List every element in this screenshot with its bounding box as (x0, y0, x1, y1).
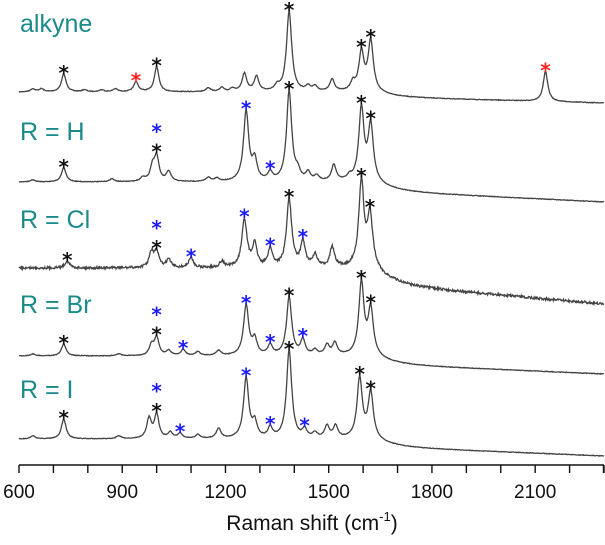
spectrum-label: R = Br (20, 291, 92, 319)
peak-marker-asterisk: * (365, 195, 376, 219)
x-axis-label: Raman shift (cm-1) (226, 509, 397, 535)
peak-marker-asterisk: * (151, 140, 162, 164)
spectrum-label: R = H (20, 118, 85, 146)
x-tick-label: 2100 (514, 482, 556, 503)
peak-marker-asterisk: * (284, 283, 295, 307)
peak-marker-asterisk: * (365, 376, 376, 400)
spectrum-line (18, 173, 605, 307)
peak-marker-asterisk: * (151, 54, 162, 78)
spectrum-line (18, 89, 605, 203)
peak-marker-asterisk: * (365, 25, 376, 49)
peak-marker-asterisk: * (151, 236, 162, 260)
peak-marker-asterisk: * (540, 58, 551, 82)
peak-marker-asterisk: * (151, 399, 162, 423)
peak-marker-asterisk: * (284, 337, 295, 361)
peak-marker-asterisk: * (59, 155, 70, 179)
x-tick-label: 1200 (204, 482, 246, 503)
peak-marker-asterisk: * (298, 324, 309, 348)
x-tick-label: 900 (106, 482, 138, 503)
x-tick-label: 1500 (308, 482, 350, 503)
peak-marker-asterisk: * (265, 157, 276, 181)
peak-marker-asterisk: * (241, 291, 252, 315)
peak-marker-asterisk: * (284, 185, 295, 209)
peak-marker-asterisk: * (265, 233, 276, 257)
peak-marker-asterisk: * (365, 106, 376, 130)
x-tick-label: 1800 (411, 482, 453, 503)
peak-marker-asterisk: * (284, 0, 295, 22)
peak-marker-asterisk: * (151, 322, 162, 346)
peak-marker-asterisk: * (241, 96, 252, 120)
spectrum-label: alkyne (20, 10, 92, 38)
peak-marker-asterisk: * (59, 331, 70, 355)
spectrum-1: R = H******** (18, 77, 605, 203)
peak-marker-asterisk: * (365, 291, 376, 315)
peak-marker-asterisk: * (62, 248, 73, 272)
peak-marker-asterisk: * (178, 336, 189, 360)
peak-marker-asterisk: * (151, 120, 162, 144)
peak-marker-asterisk: * (151, 216, 162, 240)
peak-marker-asterisk: * (151, 302, 162, 326)
peak-marker-asterisk: * (239, 205, 250, 229)
peak-marker-asterisk: * (284, 77, 295, 101)
peak-marker-asterisk: * (186, 244, 197, 268)
peak-marker-asterisk: * (299, 413, 310, 437)
peak-marker-asterisk: * (151, 379, 162, 403)
peak-marker-asterisk: * (356, 164, 367, 188)
spectrum-label: R = Cl (20, 206, 90, 234)
peak-marker-asterisk: * (175, 420, 186, 444)
peak-marker-asterisk: * (131, 68, 142, 92)
peak-marker-asterisk: * (356, 266, 367, 290)
peak-marker-asterisk: * (59, 406, 70, 430)
spectrum-line (18, 347, 605, 457)
spectrum-2: R = Cl* ********* (18, 164, 605, 307)
spectrum-line (18, 10, 604, 104)
peak-marker-asterisk: * (354, 362, 365, 386)
peak-marker-asterisk: * (265, 412, 276, 436)
peak-marker-asterisk: * (59, 61, 70, 85)
spectrum-0: alkyne* ****** (18, 0, 604, 104)
spectrum-line (18, 277, 605, 375)
peak-marker-asterisk: * (356, 35, 367, 59)
spectrum-label: R = I (20, 376, 74, 404)
x-axis: 600 900 1200 1500 1800 2100 (3, 464, 605, 503)
x-tick-label: 600 (3, 482, 35, 503)
peak-marker-asterisk: * (241, 364, 252, 388)
peak-marker-asterisk: * (356, 91, 367, 115)
spectrum-4: R = I* ********* (18, 337, 605, 457)
peak-marker-asterisk: * (265, 330, 276, 354)
spectrum-3: R = Br* ********* (18, 266, 605, 375)
peak-marker-asterisk: * (298, 225, 309, 249)
